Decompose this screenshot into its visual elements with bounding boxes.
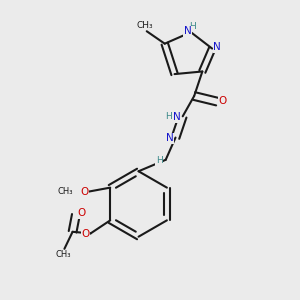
- Text: O: O: [219, 96, 227, 106]
- Text: H: H: [189, 22, 196, 31]
- Text: N: N: [173, 112, 181, 122]
- Text: O: O: [78, 208, 86, 218]
- Text: O: O: [80, 187, 88, 196]
- Text: CH₃: CH₃: [137, 21, 153, 30]
- Text: N: N: [184, 26, 191, 36]
- Text: N: N: [166, 133, 173, 143]
- Text: N: N: [213, 42, 221, 52]
- Text: O: O: [82, 230, 90, 239]
- Text: H: H: [156, 156, 163, 165]
- Text: H: H: [166, 112, 172, 121]
- Text: CH₃: CH₃: [58, 187, 73, 196]
- Text: CH₃: CH₃: [55, 250, 70, 259]
